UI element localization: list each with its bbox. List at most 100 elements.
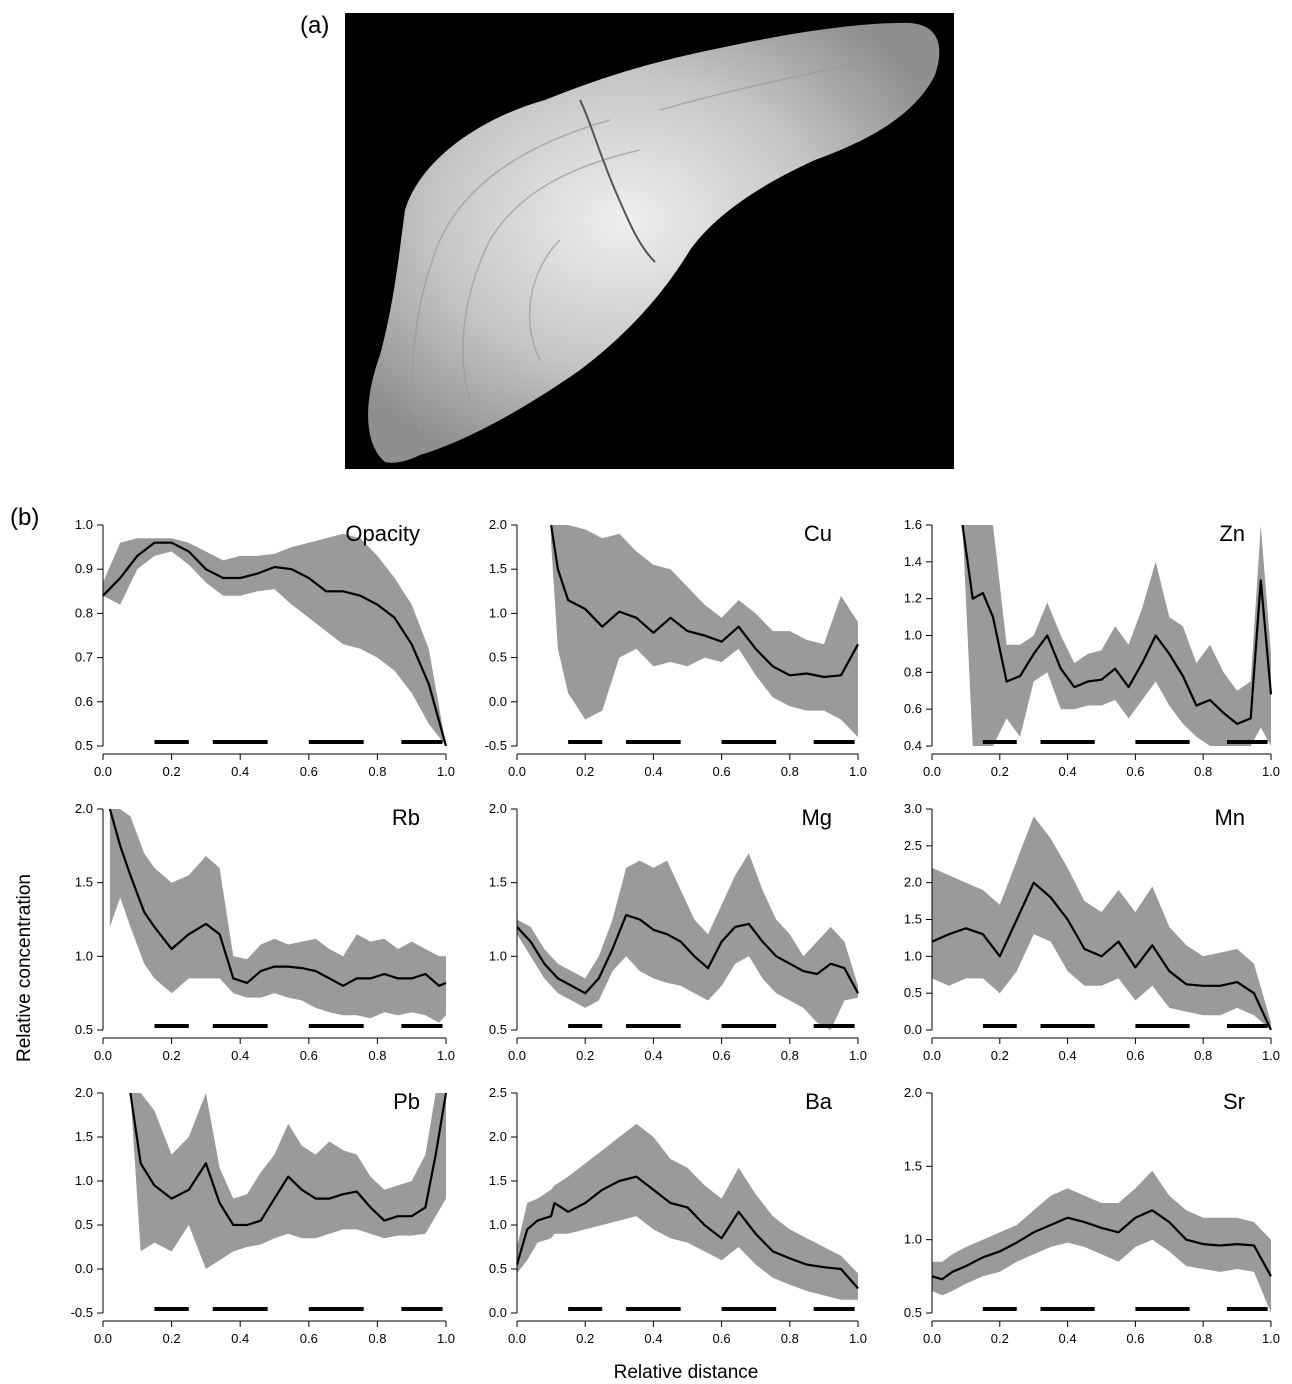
cu-x-tick-label: 0.0	[508, 764, 526, 779]
ba-x-tick-label: 0.4	[644, 1331, 662, 1346]
cu-title: Cu	[804, 521, 832, 546]
sr-mean-line	[931, 1209, 1272, 1281]
opacity-confidence-band	[103, 533, 446, 746]
zn-y-tick-label: 1.6	[904, 517, 922, 532]
ba-x-tick-label: 0.2	[576, 1331, 594, 1346]
rb-title: Rb	[392, 805, 420, 830]
pb-y-tick-label: 0.0	[75, 1261, 93, 1276]
rb-x-tick-label: 1.0	[437, 1048, 455, 1063]
ba-y-tick-label: 0.5	[489, 1261, 507, 1276]
sr-y-tick-label: 1.5	[904, 1158, 922, 1173]
zn-y-tick-label: 0.4	[904, 738, 922, 753]
zn-confidence-band	[962, 525, 1271, 746]
pb-confidence-band	[130, 1093, 446, 1269]
zn-title: Zn	[1219, 521, 1245, 546]
mg-x-tick-label: 0.8	[781, 1048, 799, 1063]
mn-x-tick-label: 0.2	[991, 1048, 1009, 1063]
panel-b-label: (b)	[10, 504, 39, 531]
mn-y-tick-label: 1.0	[904, 948, 922, 963]
opacity-x-tick-label: 0.8	[368, 764, 386, 779]
zn-mean-line	[961, 524, 1273, 725]
cu-x-tick-label: 0.8	[781, 764, 799, 779]
mg-x-tick-label: 0.6	[713, 1048, 731, 1063]
mn-y-tick-label: 2.0	[904, 875, 922, 890]
sr-x-tick-label: 0.0	[923, 1331, 941, 1346]
panel-sr: 0.5 1.0 1.5 2.0 0.0 0.2 0.4 0.6 0.8 1.0 Sr	[904, 1085, 1280, 1346]
mn-title: Mn	[1214, 805, 1245, 830]
mg-x-tick-label: 0.4	[644, 1048, 662, 1063]
panel-cu: -0.50.00.51.01.52.00.0 0.2 0.4 0.6 0.8 1.0Cu	[485, 517, 867, 779]
rb-y-tick-label: 1.0	[75, 948, 93, 963]
opacity-x-tick-label: 0.0	[94, 764, 112, 779]
rb-mean-line	[108, 808, 447, 987]
panel-a-label: (a)	[300, 12, 329, 39]
ba-x-tick-label: 0.6	[713, 1331, 731, 1346]
otolith-photo	[345, 13, 954, 469]
rb-x-tick-label: 0.2	[163, 1048, 181, 1063]
pb-x-tick-label: 0.0	[94, 1331, 112, 1346]
opacity-x-tick-label: 0.2	[163, 764, 181, 779]
panel-pb: -0.50.00.51.01.52.00.0 0.2 0.4 0.6 0.8 1.0Pb	[71, 1085, 455, 1346]
mn-x-tick-label: 1.0	[1262, 1048, 1280, 1063]
cu-y-tick-label: -0.5	[485, 738, 507, 753]
cu-y-tick-label: 2.0	[489, 517, 507, 532]
rb-x-tick-label: 0.6	[300, 1048, 318, 1063]
opacity-y-tick-label: 1.0	[75, 517, 93, 532]
zn-x-tick-label: 0.8	[1194, 764, 1212, 779]
pb-y-tick-label: 1.5	[75, 1129, 93, 1144]
sr-title: Sr	[1223, 1089, 1245, 1114]
mg-x-tick-label: 0.2	[576, 1048, 594, 1063]
otolith-shape	[368, 22, 940, 463]
opacity-y-tick-label: 0.8	[75, 605, 93, 620]
panel-rb: 0.5 1.0 1.5 2.0 0.0 0.2 0.4 0.6 0.8 1.0 Rb	[75, 801, 455, 1063]
zn-y-tick-label: 1.4	[904, 554, 922, 569]
pb-y-tick-label: 1.0	[75, 1173, 93, 1188]
zn-y-tick-label: 0.8	[904, 664, 922, 679]
x-axis-title: Relative distance	[614, 1362, 759, 1383]
otolith-crack	[579, 99, 656, 263]
mn-mean-line	[931, 881, 1272, 1031]
opacity-y-tick-label: 0.5	[75, 738, 93, 753]
sr-confidence-band	[932, 1170, 1271, 1313]
mg-x-tick-label: 0.0	[508, 1048, 526, 1063]
ba-mean-line	[515, 1175, 859, 1290]
rb-y-tick-label: 1.5	[75, 875, 93, 890]
rb-x-tick-label: 0.8	[368, 1048, 386, 1063]
mn-y-tick-label: 0.0	[904, 1022, 922, 1037]
mn-x-tick-label: 0.6	[1126, 1048, 1144, 1063]
mn-x-tick-label: 0.0	[923, 1048, 941, 1063]
ba-y-tick-label: 0.0	[489, 1305, 507, 1320]
mn-x-tick-label: 0.8	[1194, 1048, 1212, 1063]
mg-x-tick-label: 1.0	[849, 1048, 867, 1063]
zn-x-tick-label: 0.4	[1059, 764, 1077, 779]
pb-y-tick-label: -0.5	[71, 1305, 93, 1320]
ba-y-tick-label: 1.5	[489, 1173, 507, 1188]
opacity-x-tick-label: 0.6	[300, 764, 318, 779]
mn-confidence-band	[932, 816, 1271, 1030]
panel-ba: 0.0 0.5 1.0 1.5 2.0 2.5 0.0 0.2 0.4 0.6 0.8 1.0 Ba	[489, 1085, 867, 1346]
cu-y-tick-label: 1.0	[489, 605, 507, 620]
cu-mean-line	[550, 524, 859, 679]
panel-mg: 0.5 1.0 1.5 2.0 0.0 0.2 0.4 0.6 0.8 1.0 Mg	[489, 801, 867, 1063]
mg-y-tick-label: 1.0	[489, 948, 507, 963]
ba-x-tick-label: 0.0	[508, 1331, 526, 1346]
cu-y-tick-label: 1.5	[489, 561, 507, 576]
opacity-x-tick-label: 0.4	[231, 764, 249, 779]
zn-x-tick-label: 0.6	[1126, 764, 1144, 779]
rb-x-tick-label: 0.0	[94, 1048, 112, 1063]
ba-confidence-band	[517, 1123, 858, 1300]
cu-x-tick-label: 0.2	[576, 764, 594, 779]
rb-x-tick-label: 0.4	[231, 1048, 249, 1063]
opacity-x-tick-label: 1.0	[437, 764, 455, 779]
mg-title: Mg	[801, 805, 832, 830]
sr-x-tick-label: 1.0	[1262, 1331, 1280, 1346]
otolith-growth-rings	[412, 59, 881, 431]
mn-y-tick-label: 3.0	[904, 801, 922, 816]
mg-mean-line	[516, 914, 859, 995]
opacity-y-tick-label: 0.6	[75, 694, 93, 709]
pb-y-tick-label: 2.0	[75, 1085, 93, 1100]
mn-x-tick-label: 0.4	[1059, 1048, 1077, 1063]
mn-y-tick-label: 2.5	[904, 838, 922, 853]
opacity-y-tick-label: 0.9	[75, 561, 93, 576]
zn-y-tick-label: 1.0	[904, 628, 922, 643]
